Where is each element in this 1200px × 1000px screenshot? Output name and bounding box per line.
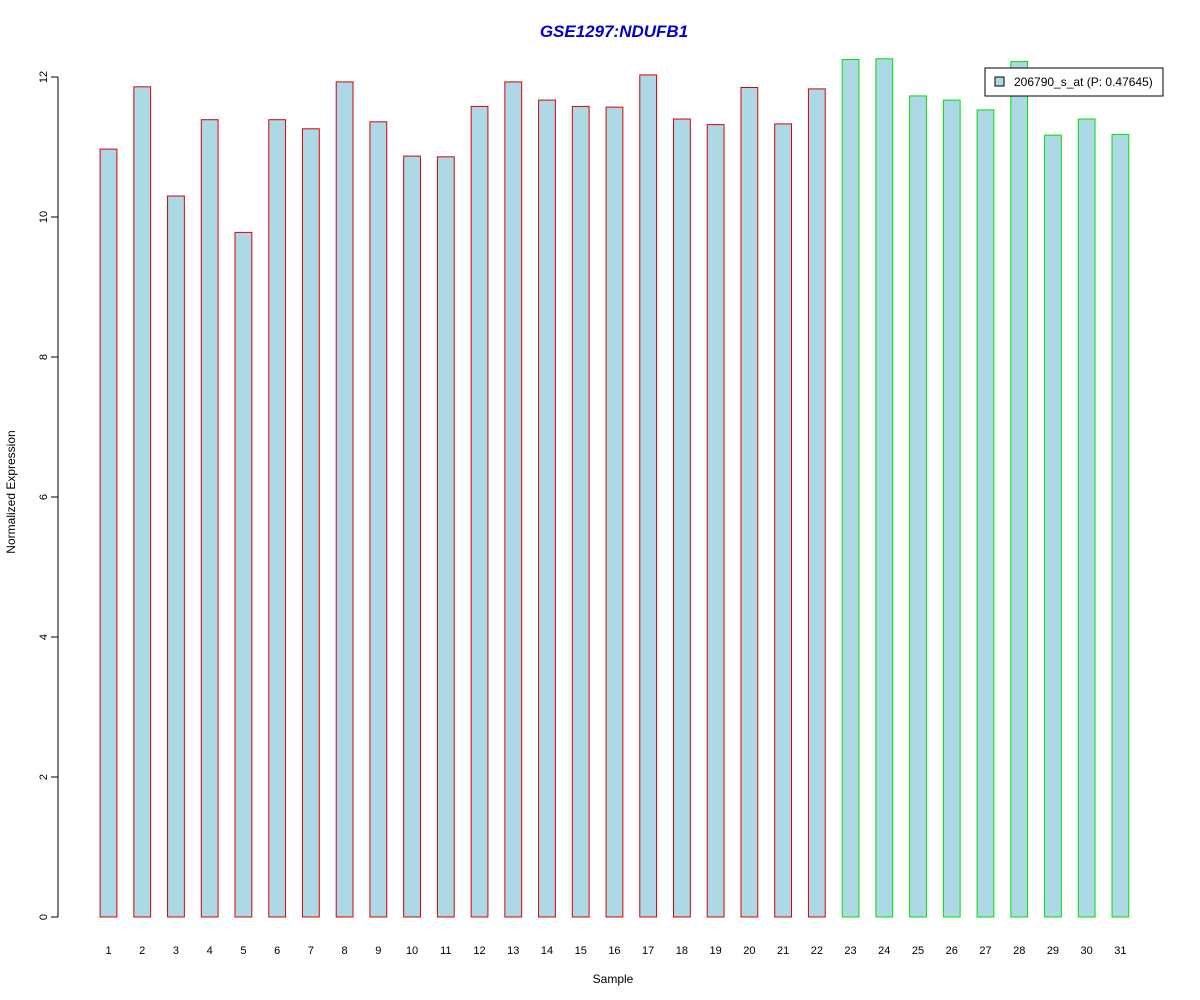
- x-axis-title: Sample: [593, 972, 634, 986]
- bar-sample-7: [301, 128, 320, 918]
- legend-label: 206790_s_at (P: 0.47645): [1014, 75, 1153, 89]
- x-tick-label: 19: [710, 945, 722, 957]
- bar-sample-14: [538, 99, 556, 918]
- x-tick-label: 2: [139, 945, 145, 957]
- bar-sample-3: [167, 195, 185, 918]
- bar-sample-25: [909, 95, 927, 918]
- legend-swatch: [994, 76, 1005, 87]
- bar-sample-31: [1111, 133, 1130, 918]
- x-tick-label: 27: [979, 945, 991, 957]
- y-tick-label: 6: [38, 494, 50, 500]
- y-tick-label: 2: [38, 774, 50, 780]
- bar-sample-2: [133, 86, 152, 918]
- bar-sample-9: [369, 121, 388, 918]
- x-tick-label: 10: [406, 945, 418, 957]
- x-tick-label: 24: [878, 945, 890, 957]
- bar-sample-23: [841, 59, 860, 918]
- x-tick-label: 14: [541, 945, 553, 957]
- bar-sample-6: [268, 119, 287, 918]
- x-tick-label: 26: [946, 945, 958, 957]
- bar-sample-12: [470, 105, 489, 918]
- x-tick-label: 20: [743, 945, 755, 957]
- x-tick-label: 8: [342, 945, 348, 957]
- x-tick-label: 31: [1114, 945, 1126, 957]
- bar-sample-27: [976, 109, 995, 918]
- x-tick-label: 18: [676, 945, 688, 957]
- y-tick-label: 10: [38, 211, 50, 223]
- bar-sample-16: [605, 106, 624, 918]
- bar-sample-8: [335, 81, 354, 918]
- x-tick-label: 28: [1013, 945, 1025, 957]
- x-tick-label: 9: [375, 945, 381, 957]
- bar-sample-15: [571, 105, 590, 918]
- x-tick-label: 21: [777, 945, 789, 957]
- chart-title: GSE1297:NDUFB1: [540, 22, 688, 41]
- x-tick-label: 16: [608, 945, 620, 957]
- x-tick-labels: 1 2 3 4 5 6 7 8 9 10 11 12 13 14 15 16 17 18 19 20 21 22 23 24 2…: [105, 945, 1126, 957]
- legend-box: [984, 67, 1164, 97]
- bar-sample-1: [99, 148, 118, 918]
- x-tick-label: 23: [844, 945, 856, 957]
- y-tick-label: 8: [38, 354, 50, 360]
- x-tick-label: 3: [173, 945, 179, 957]
- bar-sample-11: [436, 156, 455, 918]
- bar-sample-10: [403, 155, 421, 918]
- y-axis-title: Normalized Expression: [4, 430, 18, 553]
- bar-sample-29: [1044, 134, 1062, 918]
- bar-sample-19: [706, 124, 725, 918]
- bar-sample-30: [1077, 118, 1096, 918]
- legend: 206790_s_at (P: 0.47645): [984, 67, 1164, 97]
- x-tick-label: 25: [912, 945, 924, 957]
- x-tick-label: 12: [473, 945, 485, 957]
- x-tick-label: 22: [811, 945, 823, 957]
- bar-sample-4: [200, 119, 219, 918]
- x-tick-label: 29: [1047, 945, 1059, 957]
- y-tick-label: 4: [38, 634, 50, 640]
- y-tick-label: 12: [38, 71, 50, 83]
- x-tick-label: 17: [642, 945, 654, 957]
- x-tick-label: 5: [240, 945, 246, 957]
- y-tick-label: 0: [38, 914, 50, 920]
- bars: [99, 58, 1130, 918]
- bar-sample-24: [875, 58, 894, 918]
- x-tick-label: 7: [308, 945, 314, 957]
- bar-sample-17: [639, 74, 658, 918]
- x-tick-label: 1: [105, 945, 111, 957]
- x-tick-label: 30: [1081, 945, 1093, 957]
- x-tick-label: 6: [274, 945, 280, 957]
- y-axis: 0 2 4 6 8 10 12: [38, 71, 59, 920]
- bar-sample-21: [774, 123, 793, 918]
- x-tick-label: 13: [507, 945, 519, 957]
- bar-sample-28: [1010, 61, 1029, 918]
- x-tick-label: 15: [575, 945, 587, 957]
- bar-sample-5: [234, 231, 253, 918]
- bar-sample-26: [942, 99, 961, 918]
- bar-sample-20: [740, 87, 759, 918]
- x-tick-label: 4: [207, 945, 213, 957]
- bar-sample-22: [807, 88, 826, 918]
- x-tick-label: 11: [440, 945, 451, 957]
- bar-sample-13: [504, 81, 523, 918]
- bar-sample-18: [673, 118, 691, 918]
